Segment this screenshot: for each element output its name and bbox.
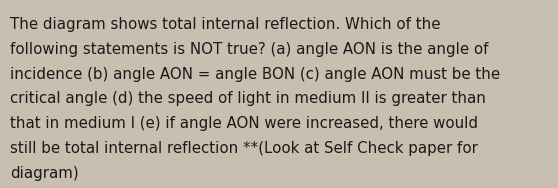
Text: that in medium I (e) if angle AON were increased, there would: that in medium I (e) if angle AON were i… xyxy=(10,116,478,131)
Text: incidence (b) angle AON = angle BON (c) angle AON must be the: incidence (b) angle AON = angle BON (c) … xyxy=(10,67,500,82)
Text: critical angle (d) the speed of light in medium II is greater than: critical angle (d) the speed of light in… xyxy=(10,91,486,106)
Text: following statements is NOT true? (a) angle AON is the angle of: following statements is NOT true? (a) an… xyxy=(10,42,489,57)
Text: still be total internal reflection **(Look at Self Check paper for: still be total internal reflection **(Lo… xyxy=(10,141,478,156)
Text: The diagram shows total internal reflection. Which of the: The diagram shows total internal reflect… xyxy=(10,17,441,32)
Text: diagram): diagram) xyxy=(10,166,79,181)
